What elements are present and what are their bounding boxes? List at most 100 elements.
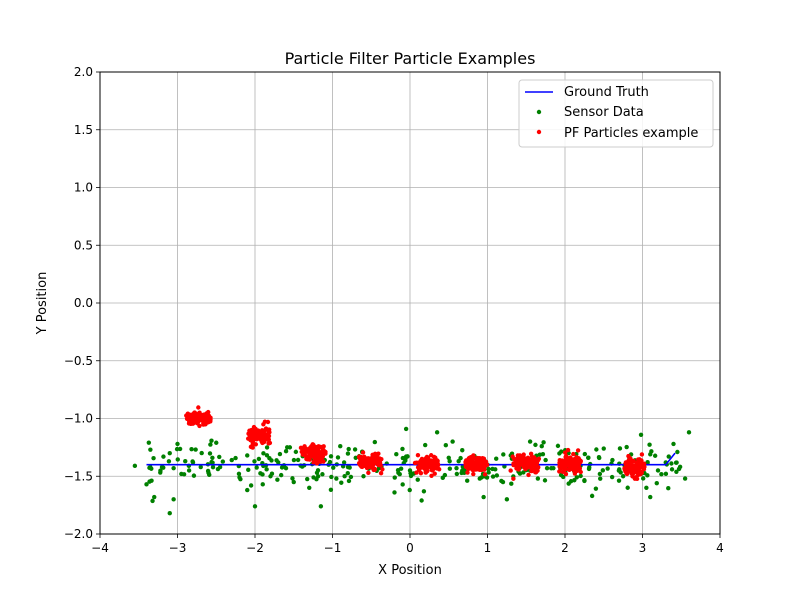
sensor-data-point <box>277 451 283 457</box>
pf-particle-point <box>482 461 487 466</box>
pf-particle-point <box>512 463 518 468</box>
sensor-data-point <box>311 475 316 480</box>
pf-particle-point <box>628 469 634 475</box>
sensor-data-point <box>215 466 221 472</box>
sensor-data-point <box>207 451 213 456</box>
pf-particle-point <box>372 466 377 472</box>
sensor-data-point <box>669 467 675 472</box>
pf-particle-point <box>415 452 421 458</box>
legend-box <box>518 79 714 148</box>
sensor-data-point <box>183 459 188 464</box>
sensor-data-point <box>278 472 284 478</box>
sensor-data-point <box>458 455 463 461</box>
sensor-data-point <box>295 457 301 463</box>
pf-particle-point <box>189 417 195 422</box>
sensor-data-point <box>392 490 397 495</box>
legend-label-sensor-data: Sensor Data <box>564 105 644 120</box>
sensor-data-point <box>252 459 257 464</box>
pf-particle-point <box>567 466 573 472</box>
sensor-data-point <box>338 444 343 449</box>
sensor-data-point <box>238 476 243 482</box>
plot-area <box>132 405 692 516</box>
sensor-data-point <box>320 472 325 477</box>
sensor-data-point <box>460 448 465 453</box>
sensor-data-point <box>648 494 653 500</box>
sensor-data-point <box>328 454 334 459</box>
pf-particle-point <box>640 461 646 466</box>
sensor-data-point <box>624 444 629 450</box>
pf-particle-point <box>359 457 364 462</box>
sensor-data-point <box>274 458 279 463</box>
sensor-data-point <box>597 471 603 477</box>
sensor-data-point <box>539 444 544 449</box>
sensor-data-point <box>283 448 289 454</box>
pf-particle-point <box>429 473 434 479</box>
sensor-data-point <box>210 455 215 460</box>
sensor-data-point <box>161 465 166 470</box>
pf-particle-point <box>516 466 522 471</box>
sensor-data-point <box>572 478 577 483</box>
sensor-data-point <box>186 468 192 473</box>
pf-particle-point <box>434 466 439 471</box>
y-tick-label: 1.5 <box>74 123 93 137</box>
sensor-data-point <box>346 446 351 452</box>
sensor-data-point <box>481 494 486 500</box>
sensor-data-point <box>361 474 366 479</box>
sensor-data-point <box>260 472 265 477</box>
sensor-data-point <box>589 493 595 499</box>
sensor-data-point <box>586 455 591 460</box>
pf-particle-point <box>562 450 568 455</box>
sensor-data-point <box>261 451 266 456</box>
sensor-data-point <box>275 477 280 482</box>
y-tick-label: 2.0 <box>74 65 93 79</box>
pf-particle-point <box>310 442 315 447</box>
legend-marker-pf-particles <box>536 129 542 135</box>
sensor-data-point <box>267 456 272 461</box>
pf-particle-point <box>557 469 562 474</box>
sensor-data-point <box>152 494 157 500</box>
legend: Ground Truth Sensor Data PF Particles ex… <box>518 79 714 148</box>
sensor-data-point <box>144 482 149 487</box>
sensor-data-point <box>400 446 405 452</box>
pf-particle-point <box>467 458 472 464</box>
pf-particle-point <box>196 405 201 410</box>
sensor-data-point <box>198 464 203 470</box>
x-axis-label: X Position <box>378 563 442 578</box>
pf-particle-point <box>192 420 197 425</box>
sensor-data-point <box>398 466 404 471</box>
sensor-data-point <box>191 473 197 478</box>
sensor-data-point <box>543 457 548 463</box>
pf-particle-point <box>246 431 251 436</box>
pf-particle-point <box>304 447 309 452</box>
sensor-data-point <box>334 476 339 481</box>
sensor-data-point <box>209 438 214 443</box>
sensor-data-point <box>341 460 347 465</box>
pf-particle-point <box>522 463 528 468</box>
sensor-data-point <box>620 474 626 479</box>
pf-particle-point <box>321 448 326 453</box>
sensor-data-point <box>454 471 460 477</box>
sensor-data-point <box>245 487 250 493</box>
pf-particle-point <box>470 467 475 472</box>
sensor-data-point <box>190 459 195 464</box>
pf-particle-point <box>368 461 373 467</box>
sensor-data-point <box>587 465 592 470</box>
sensor-data-point <box>291 457 297 463</box>
pf-particle-point <box>639 470 644 475</box>
sensor-data-point <box>419 498 424 503</box>
pf-particle-point <box>197 423 202 429</box>
pf-particle-point <box>311 460 316 465</box>
x-tick-label: −1 <box>324 541 342 555</box>
pf-particle-point <box>519 454 525 460</box>
pf-particle-point <box>633 468 638 473</box>
sensor-data-point <box>517 471 523 476</box>
pf-particle-point <box>359 464 364 469</box>
sensor-data-point <box>290 476 295 481</box>
sensor-data-point <box>208 442 213 447</box>
sensor-data-point <box>596 455 602 460</box>
pf-particle-point <box>578 469 583 475</box>
pf-particle-point <box>622 467 628 472</box>
pf-particle-point <box>267 440 273 446</box>
sensor-data-point <box>494 473 500 478</box>
sensor-data-point <box>148 464 153 470</box>
